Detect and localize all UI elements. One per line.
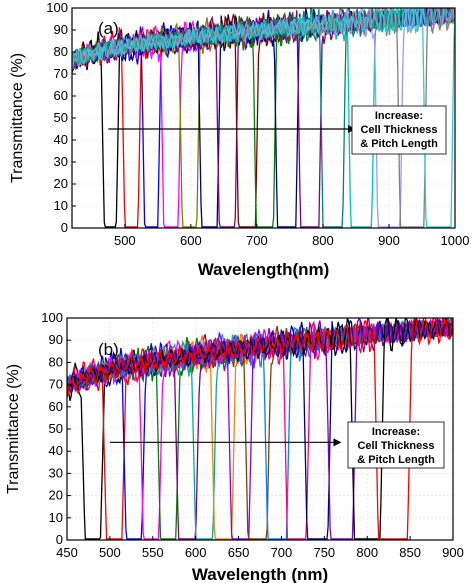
y-tick-label: 90 <box>54 22 68 37</box>
x-tick-label: 500 <box>114 233 136 248</box>
annotation-text: Cell Thickness <box>360 124 437 136</box>
y-tick-label: 0 <box>56 532 63 547</box>
series-group <box>67 318 453 540</box>
annotation-text: Increase: <box>375 110 423 122</box>
x-tick-label: 600 <box>180 233 202 248</box>
annotation-text: Cell Thickness <box>357 440 434 452</box>
x-tick-label: 450 <box>56 545 78 560</box>
x-tick-label: 550 <box>142 545 164 560</box>
x-tick-label: 850 <box>399 545 421 560</box>
y-tick-label: 50 <box>49 421 63 436</box>
y-tick-label: 80 <box>49 354 63 369</box>
x-tick-label: 750 <box>313 545 335 560</box>
y-tick-label: 70 <box>54 66 68 81</box>
x-tick-label: 1000 <box>441 233 470 248</box>
x-tick-label: 800 <box>312 233 334 248</box>
annotation-text: & Pitch Length <box>360 138 438 150</box>
y-tick-label: 40 <box>54 132 68 147</box>
y-tick-label: 70 <box>49 377 63 392</box>
y-tick-label: 60 <box>49 399 63 414</box>
y-tick-label: 20 <box>49 488 63 503</box>
x-tick-label: 500 <box>99 545 121 560</box>
arrow-head <box>333 438 342 447</box>
series-line <box>72 8 455 228</box>
series-line <box>72 8 455 228</box>
y-axis-title: Transmittance (%) <box>9 53 26 183</box>
panel-label: (a) <box>98 19 119 38</box>
y-tick-label: 60 <box>54 88 68 103</box>
x-tick-label: 800 <box>356 545 378 560</box>
y-tick-label: 90 <box>49 332 63 347</box>
annotation-box <box>347 421 445 469</box>
panel-a-chart: 500 600 700 800 900 1000 0 10 20 30 40 50 60 70 80 90 10… <box>9 0 469 279</box>
panel-label: (b) <box>98 340 119 359</box>
x-tick-label: 900 <box>378 233 400 248</box>
y-tick-label: 30 <box>54 154 68 169</box>
panel-b-chart: 450 500 550 600 650 700 750 800 850 900 0 10 20 30 40 5… <box>5 310 464 583</box>
x-axis-title: Wavelength(nm) <box>198 260 330 279</box>
x-tick-label: 600 <box>185 545 207 560</box>
x-axis-title: Wavelength (nm) <box>192 565 328 583</box>
x-tick-label: 700 <box>246 233 268 248</box>
annotation-box <box>351 105 447 155</box>
x-tick-label: 650 <box>228 545 250 560</box>
y-axis-title: Transmittance (%) <box>5 364 22 494</box>
series-line <box>67 318 453 540</box>
y-tick-label: 0 <box>61 220 68 235</box>
x-tick-label: 700 <box>271 545 293 560</box>
y-tick-label: 20 <box>54 176 68 191</box>
y-tick-label: 10 <box>49 510 63 525</box>
x-tick-label: 900 <box>442 545 464 560</box>
y-tick-label: 100 <box>46 0 68 15</box>
y-tick-label: 100 <box>41 310 63 325</box>
y-tick-label: 10 <box>54 198 68 213</box>
annotation-text: Increase: <box>372 426 420 438</box>
y-tick-label: 30 <box>49 465 63 480</box>
annotation-text: & Pitch Length <box>357 454 435 466</box>
y-tick-label: 40 <box>49 443 63 458</box>
y-tick-label: 80 <box>54 44 68 59</box>
series-group <box>72 8 455 228</box>
y-tick-label: 50 <box>54 110 68 125</box>
